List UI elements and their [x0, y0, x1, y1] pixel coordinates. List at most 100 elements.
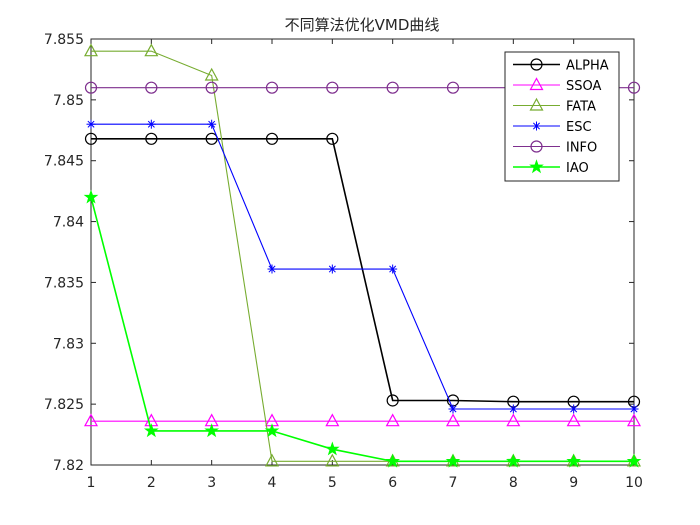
data-point-iao — [445, 453, 461, 468]
asterisk-stroke — [87, 120, 95, 128]
data-point-info — [205, 81, 218, 94]
asterisk-stroke — [532, 122, 541, 130]
asterisk-stroke — [570, 405, 578, 413]
data-point-esc — [629, 404, 639, 414]
legend-entry-fata: FATA — [513, 97, 596, 115]
y-tick-label: 7.83 — [53, 336, 84, 352]
data-point-ssoa — [385, 413, 400, 427]
data-point-esc — [267, 264, 277, 274]
data-point-alpha — [145, 132, 158, 145]
data-point-iao — [143, 423, 159, 438]
legend-label: FATA — [566, 100, 596, 115]
data-point-iao — [324, 441, 340, 456]
data-point-ssoa — [626, 413, 642, 427]
data-point-ssoa — [445, 413, 461, 427]
legend-label: IAO — [566, 161, 589, 176]
y-tick-label: 7.85 — [53, 93, 84, 109]
data-point-alpha — [84, 132, 98, 145]
data-point-esc — [146, 119, 156, 129]
x-tick-label: 8 — [509, 475, 518, 491]
legend-label: ALPHA — [566, 59, 609, 74]
data-point-alpha — [386, 394, 399, 407]
data-point-fata — [144, 43, 159, 57]
data-point-iao — [566, 453, 582, 468]
legend-label: INFO — [566, 141, 597, 156]
asterisk-stroke — [509, 405, 517, 413]
data-point-ssoa — [566, 413, 581, 427]
series-esc — [86, 119, 639, 414]
x-tick-label: 2 — [147, 475, 156, 491]
series-line-esc — [91, 123, 634, 410]
x-tick-label: 9 — [569, 475, 578, 491]
legend-label: ESC — [566, 120, 592, 135]
data-point-esc — [448, 404, 458, 414]
legend-marker — [529, 97, 544, 111]
legend-entry-info: INFO — [513, 140, 597, 156]
legend-marker — [529, 159, 544, 174]
series-line-iao — [90, 197, 634, 463]
data-point-info — [326, 81, 339, 94]
series-ssoa — [83, 413, 642, 427]
data-point-iao — [626, 453, 642, 468]
data-point-iao — [385, 453, 401, 468]
x-tick-label: 6 — [388, 475, 397, 491]
data-point-alpha — [265, 132, 279, 145]
data-point-info — [627, 81, 641, 94]
x-tick-label: 1 — [87, 475, 96, 491]
data-point-fata — [264, 453, 280, 467]
data-point-ssoa — [325, 413, 340, 427]
legend-marker — [530, 140, 543, 153]
legend-marker — [530, 58, 543, 71]
y-tick-label: 7.82 — [53, 458, 84, 474]
data-point-info — [145, 81, 158, 94]
legend-entry-esc: ESC — [513, 120, 592, 135]
chart-title: 不同算法优化VMD曲线 — [285, 16, 440, 34]
x-tick-label: 7 — [449, 475, 458, 491]
legend-entry-ssoa: SSOA — [513, 77, 602, 94]
data-point-fata — [83, 43, 99, 57]
data-point-fata — [325, 453, 340, 467]
legend-marker — [532, 121, 541, 131]
data-point-esc — [508, 404, 518, 414]
data-point-info — [446, 81, 460, 94]
legend-entry-alpha: ALPHA — [513, 58, 609, 74]
asterisk-stroke — [328, 265, 336, 273]
data-point-iao — [505, 453, 521, 468]
data-point-iao — [83, 189, 99, 204]
data-point-ssoa — [506, 413, 521, 427]
data-point-esc — [86, 119, 96, 129]
legend-entry-iao: IAO — [513, 159, 589, 176]
x-tick-label: 4 — [268, 475, 277, 491]
x-tick-label: 5 — [328, 475, 337, 491]
y-tick-label: 7.835 — [44, 275, 84, 291]
legend-box — [504, 51, 620, 182]
data-point-esc — [207, 119, 217, 129]
data-point-esc — [327, 264, 337, 274]
legend-label: SSOA — [566, 79, 602, 94]
data-point-info — [386, 81, 399, 94]
asterisk-stroke — [389, 265, 397, 273]
data-point-info — [84, 81, 98, 94]
asterisk-stroke — [630, 405, 638, 413]
data-point-ssoa — [83, 413, 99, 427]
y-tick-label: 7.845 — [44, 154, 84, 170]
asterisk-stroke — [449, 405, 457, 413]
asterisk-stroke — [147, 120, 155, 128]
legend-marker — [529, 77, 544, 91]
legend: ALPHA SSOA FATA ESC INFO IAO — [504, 51, 620, 182]
data-point-fata — [204, 67, 219, 81]
x-tick-label: 3 — [207, 475, 216, 491]
asterisk-stroke — [208, 120, 216, 128]
data-point-esc — [569, 404, 579, 414]
y-tick-label: 7.84 — [53, 215, 84, 231]
asterisk-stroke — [268, 265, 276, 273]
data-point-esc — [388, 264, 398, 274]
axes: 1 2 3 4 5 6 7 8 9 10 7.82 7.825 7.83 7.835 7.84 7.845 7.… — [44, 32, 643, 491]
data-point-alpha — [326, 132, 339, 145]
data-point-iao — [264, 423, 280, 438]
y-tick-label: 7.855 — [44, 32, 84, 48]
series-iao — [83, 189, 642, 468]
x-tick-label: 10 — [625, 475, 643, 491]
data-point-iao — [204, 423, 220, 438]
